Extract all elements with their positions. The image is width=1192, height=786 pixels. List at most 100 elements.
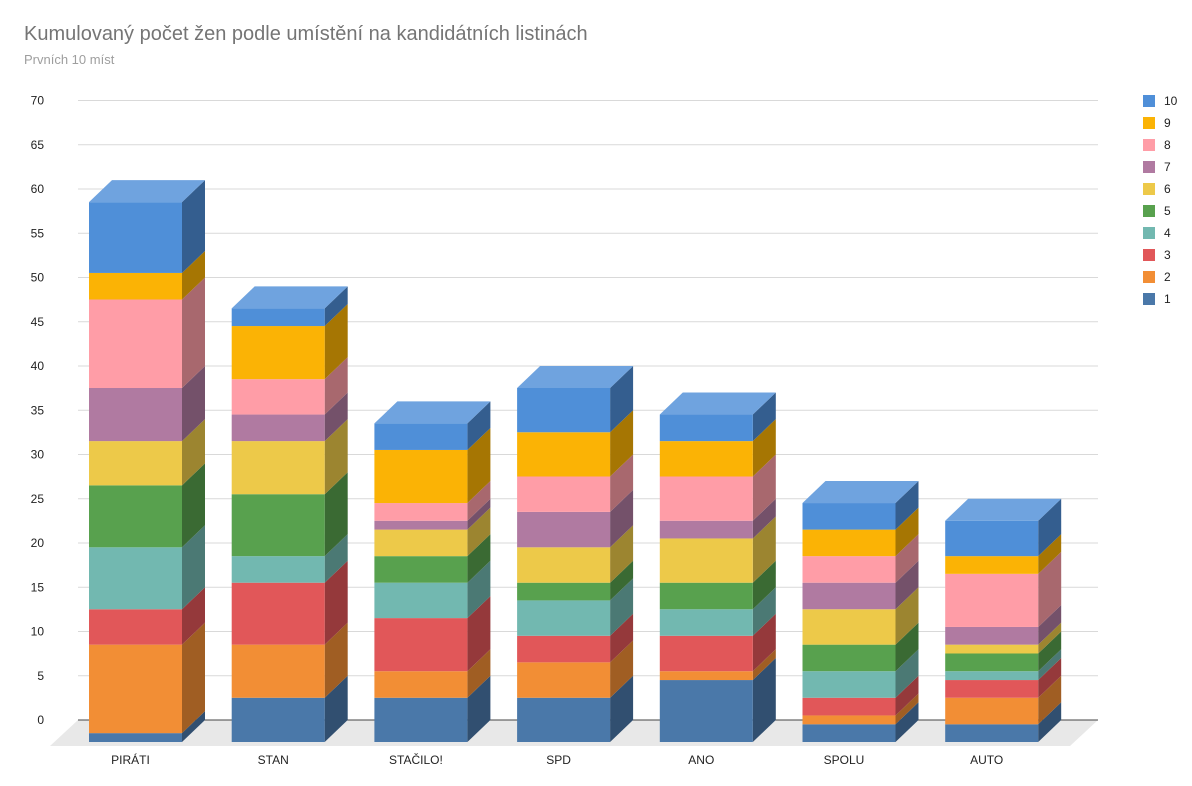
bar-segment-5 bbox=[374, 556, 468, 583]
legend-label: 8 bbox=[1164, 138, 1171, 152]
legend-swatch bbox=[1143, 117, 1155, 129]
bar-side-3 bbox=[324, 560, 348, 645]
bar-side-4 bbox=[895, 649, 919, 698]
bar-side-7 bbox=[1038, 604, 1062, 645]
y-tick-label: 55 bbox=[31, 226, 45, 240]
x-tick-label: SPOLU bbox=[824, 753, 865, 767]
bar-segment-8 bbox=[374, 503, 468, 521]
bar-side-6 bbox=[1038, 622, 1062, 654]
bar-segment-10 bbox=[231, 308, 325, 327]
bar-segment-9 bbox=[89, 272, 182, 300]
y-tick-label: 10 bbox=[31, 625, 45, 639]
bar-side-1 bbox=[182, 711, 205, 742]
bar-side-10 bbox=[610, 366, 634, 433]
y-tick-label: 30 bbox=[31, 448, 45, 462]
bar-side-5 bbox=[895, 622, 919, 672]
bar-side-6 bbox=[182, 419, 205, 486]
bar-side-7 bbox=[895, 560, 919, 610]
legend-label: 4 bbox=[1164, 226, 1171, 240]
bar-side-10 bbox=[324, 286, 348, 327]
y-tick-label: 50 bbox=[31, 271, 45, 285]
bar-side-10 bbox=[1038, 498, 1062, 557]
bar-side-2 bbox=[182, 622, 205, 734]
bar-side-6 bbox=[324, 419, 348, 495]
legend-label: 7 bbox=[1164, 160, 1171, 174]
bar-segment-6 bbox=[517, 547, 611, 583]
bar-side-2 bbox=[467, 649, 491, 698]
bar-top-face bbox=[517, 366, 634, 388]
bar-side-3 bbox=[1038, 658, 1062, 698]
bar-segment-4 bbox=[374, 582, 468, 619]
bar-segment-9 bbox=[945, 556, 1039, 574]
bar-segment-1 bbox=[374, 697, 468, 742]
y-tick-label: 45 bbox=[31, 315, 45, 329]
bar-side-5 bbox=[182, 463, 205, 548]
bar-segment-6 bbox=[945, 644, 1039, 654]
legend-swatch bbox=[1143, 249, 1155, 261]
x-tick-label: SPD bbox=[546, 753, 571, 767]
y-tick-label: 40 bbox=[31, 359, 45, 373]
bar-side-4 bbox=[467, 560, 491, 619]
legend-label: 3 bbox=[1164, 248, 1171, 262]
bar-side-7 bbox=[752, 498, 776, 539]
bar-side-4 bbox=[610, 578, 634, 636]
legend-label: 9 bbox=[1164, 116, 1171, 130]
bar-side-1 bbox=[324, 675, 348, 742]
x-tick-label: STAČILO! bbox=[389, 752, 443, 767]
bar-segment-6 bbox=[231, 441, 325, 495]
bar-segment-5 bbox=[89, 485, 182, 548]
bar-segment-3 bbox=[231, 582, 325, 645]
bar-side-1 bbox=[610, 675, 634, 742]
bar-segment-8 bbox=[89, 299, 182, 388]
legend-swatch bbox=[1143, 139, 1155, 151]
bar-segment-1 bbox=[802, 724, 896, 742]
bar-segment-1 bbox=[659, 680, 753, 742]
bar-segment-8 bbox=[659, 476, 753, 521]
bar-segment-4 bbox=[89, 547, 182, 610]
legend-label: 1 bbox=[1164, 292, 1171, 306]
bar-segment-7 bbox=[374, 520, 468, 530]
bar-segment-4 bbox=[802, 671, 896, 698]
legend-swatch bbox=[1143, 293, 1155, 305]
bar-side-5 bbox=[324, 472, 348, 557]
y-tick-label: 60 bbox=[31, 182, 45, 196]
bar-side-1 bbox=[752, 658, 776, 742]
bar-segment-3 bbox=[945, 680, 1039, 698]
bar-segment-6 bbox=[802, 609, 896, 645]
bar-side-7 bbox=[610, 489, 634, 548]
bar-side-9 bbox=[610, 410, 634, 477]
bar-segment-9 bbox=[374, 449, 468, 504]
bar-side-5 bbox=[1038, 631, 1062, 672]
legend-swatch bbox=[1143, 205, 1155, 217]
x-tick-label: AUTO bbox=[970, 753, 1003, 767]
bar-segment-8 bbox=[231, 379, 325, 415]
bar-side-2 bbox=[1038, 675, 1062, 725]
bar-side-9 bbox=[467, 427, 491, 504]
bar-segment-10 bbox=[89, 202, 182, 273]
legend-label: 5 bbox=[1164, 204, 1171, 218]
y-tick-label: 65 bbox=[31, 138, 45, 152]
bar-segment-6 bbox=[374, 529, 468, 557]
y-tick-label: 5 bbox=[37, 669, 44, 683]
bar-side-4 bbox=[324, 534, 348, 583]
bar-side-5 bbox=[752, 560, 776, 610]
bar-side-4 bbox=[752, 587, 776, 636]
bar-side-8 bbox=[467, 481, 491, 521]
bar-segment-2 bbox=[517, 662, 611, 698]
bar-segment-8 bbox=[517, 476, 611, 512]
bar-top-face bbox=[802, 481, 919, 504]
bar-side-3 bbox=[467, 596, 491, 672]
bar-segment-1 bbox=[231, 697, 325, 742]
bar-top-face bbox=[374, 401, 491, 424]
bar-segment-6 bbox=[659, 538, 753, 583]
bar-side-3 bbox=[182, 587, 205, 645]
legend-swatch bbox=[1143, 183, 1155, 195]
bar-side-2 bbox=[324, 622, 348, 698]
bar-side-6 bbox=[752, 516, 776, 583]
bar-segment-7 bbox=[517, 511, 611, 548]
bar-side-10 bbox=[752, 392, 776, 442]
bar-side-2 bbox=[895, 693, 919, 725]
bar-side-7 bbox=[182, 366, 205, 442]
